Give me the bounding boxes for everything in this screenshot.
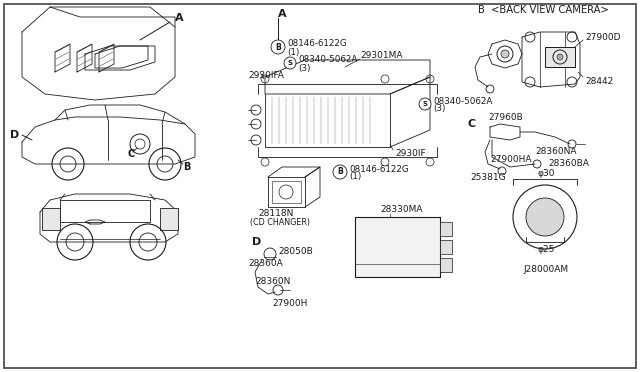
Bar [355,217,440,277]
Text: 29301MA: 29301MA [360,51,403,61]
Text: (3): (3) [298,64,310,73]
Text: 08340-5062A: 08340-5062A [433,96,492,106]
Text: 28360N: 28360N [255,278,291,286]
Text: 27900H: 27900H [272,299,307,308]
Bar [160,208,178,230]
Text: 27960B: 27960B [488,112,523,122]
Text: A: A [175,13,184,23]
Text: 28442: 28442 [585,77,613,87]
Text: D: D [252,237,261,247]
Text: (3): (3) [433,105,445,113]
Text: 28360NA: 28360NA [535,148,577,157]
Text: 28050B: 28050B [278,247,313,257]
Circle shape [419,98,431,110]
Text: S: S [287,60,292,66]
Text: 08340-5062A: 08340-5062A [298,55,357,64]
Circle shape [526,198,564,236]
Bar [440,240,452,254]
Text: φ30: φ30 [537,169,554,177]
Bar [545,47,575,67]
Text: (1): (1) [349,173,362,182]
Text: 27900HA: 27900HA [490,155,531,164]
Text: 08146-6122G: 08146-6122G [287,39,347,48]
Text: S: S [422,101,428,107]
Text: φ25: φ25 [537,244,554,253]
Text: (1): (1) [287,48,300,57]
Circle shape [284,57,296,69]
Text: J28000AM: J28000AM [523,264,568,273]
Text: C: C [468,119,476,129]
Text: (CD CHANGER): (CD CHANGER) [250,218,310,228]
Circle shape [501,50,509,58]
Text: 28330MA: 28330MA [380,205,422,215]
Text: 2930IFA: 2930IFA [248,71,284,80]
Text: B  <BACK VIEW CAMERA>: B <BACK VIEW CAMERA> [478,5,609,15]
Circle shape [557,54,563,60]
Bar [272,181,301,203]
Text: C: C [128,149,135,159]
Text: B: B [183,162,190,172]
Text: 28360A: 28360A [248,260,283,269]
Bar [42,208,60,230]
Text: 27900D: 27900D [585,32,621,42]
Text: 28360BA: 28360BA [548,160,589,169]
Circle shape [333,165,347,179]
Text: B: B [275,42,281,51]
Text: 08146-6122G: 08146-6122G [349,164,408,173]
Text: A: A [278,9,287,19]
Text: 28118N: 28118N [258,209,293,218]
Text: 25381G: 25381G [470,173,506,182]
Bar [440,258,452,272]
Text: D: D [10,130,19,140]
Bar [60,200,150,222]
Bar [440,222,452,236]
Circle shape [271,40,285,54]
Text: B: B [337,167,343,176]
Text: 2930IF: 2930IF [395,150,426,158]
